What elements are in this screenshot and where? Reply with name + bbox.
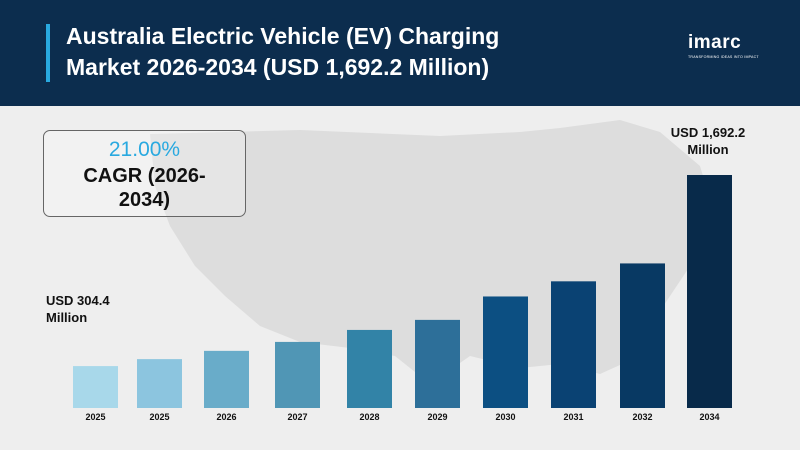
bar-2026-2 (204, 350, 249, 408)
x-tick-label: 2025 (85, 412, 105, 422)
cagr-value: 21.00% (108, 138, 181, 161)
cagr-label-line-1: CAGR (2026- (83, 165, 206, 187)
x-tick-label: 2034 (699, 412, 719, 422)
x-tick-label: 2032 (632, 412, 652, 422)
bar-2034-9 (687, 175, 732, 408)
first-bar-annotation: USD 304.4 Million (46, 292, 126, 326)
imarc-logo: imarc TRANSFORMING IDEAS INTO IMPACT (688, 32, 768, 68)
header-banner: Australia Electric Vehicle (EV) Charging… (0, 0, 800, 106)
x-tick-label: 2030 (495, 412, 515, 422)
first-annotation-line-2: Million (46, 310, 88, 325)
bar-2032-8 (620, 263, 665, 408)
x-tick-label: 2027 (287, 412, 307, 422)
x-tick-label: 2031 (563, 412, 583, 422)
title-accent-bar (46, 24, 50, 82)
bar-2025-1 (137, 359, 182, 408)
last-bar-annotation: USD 1,692.2 Million (648, 124, 768, 158)
last-annotation-line-2: Million (687, 142, 729, 157)
cagr-label: CAGR (2026- 2034) (44, 164, 245, 212)
bar-2028-4 (347, 329, 392, 408)
bar-2030-6 (483, 296, 528, 408)
first-annotation-line-1: USD 304.4 (46, 293, 110, 308)
x-tick-label: 2029 (427, 412, 447, 422)
bar-2027-3 (275, 341, 320, 408)
cagr-label-line-2: 2034) (118, 189, 171, 211)
bar-2025-0 (73, 366, 118, 408)
logo-tagline: TRANSFORMING IDEAS INTO IMPACT (688, 55, 759, 59)
title-line-1: Australia Electric Vehicle (EV) Charging (66, 23, 500, 49)
page-title: Australia Electric Vehicle (EV) Charging… (66, 21, 646, 83)
title-line-2: Market 2026-2034 (USD 1,692.2 Million) (66, 54, 490, 80)
bar-2031-7 (551, 281, 596, 408)
x-tick-label: 2025 (149, 412, 169, 422)
x-tick-label: 2028 (359, 412, 379, 422)
cagr-box: 21.00% CAGR (2026- 2034) (43, 130, 246, 217)
logo-word: imarc (688, 32, 742, 53)
x-tick-label: 2026 (216, 412, 236, 422)
last-annotation-line-1: USD 1,692.2 (670, 125, 746, 140)
bar-2029-5 (415, 319, 460, 408)
